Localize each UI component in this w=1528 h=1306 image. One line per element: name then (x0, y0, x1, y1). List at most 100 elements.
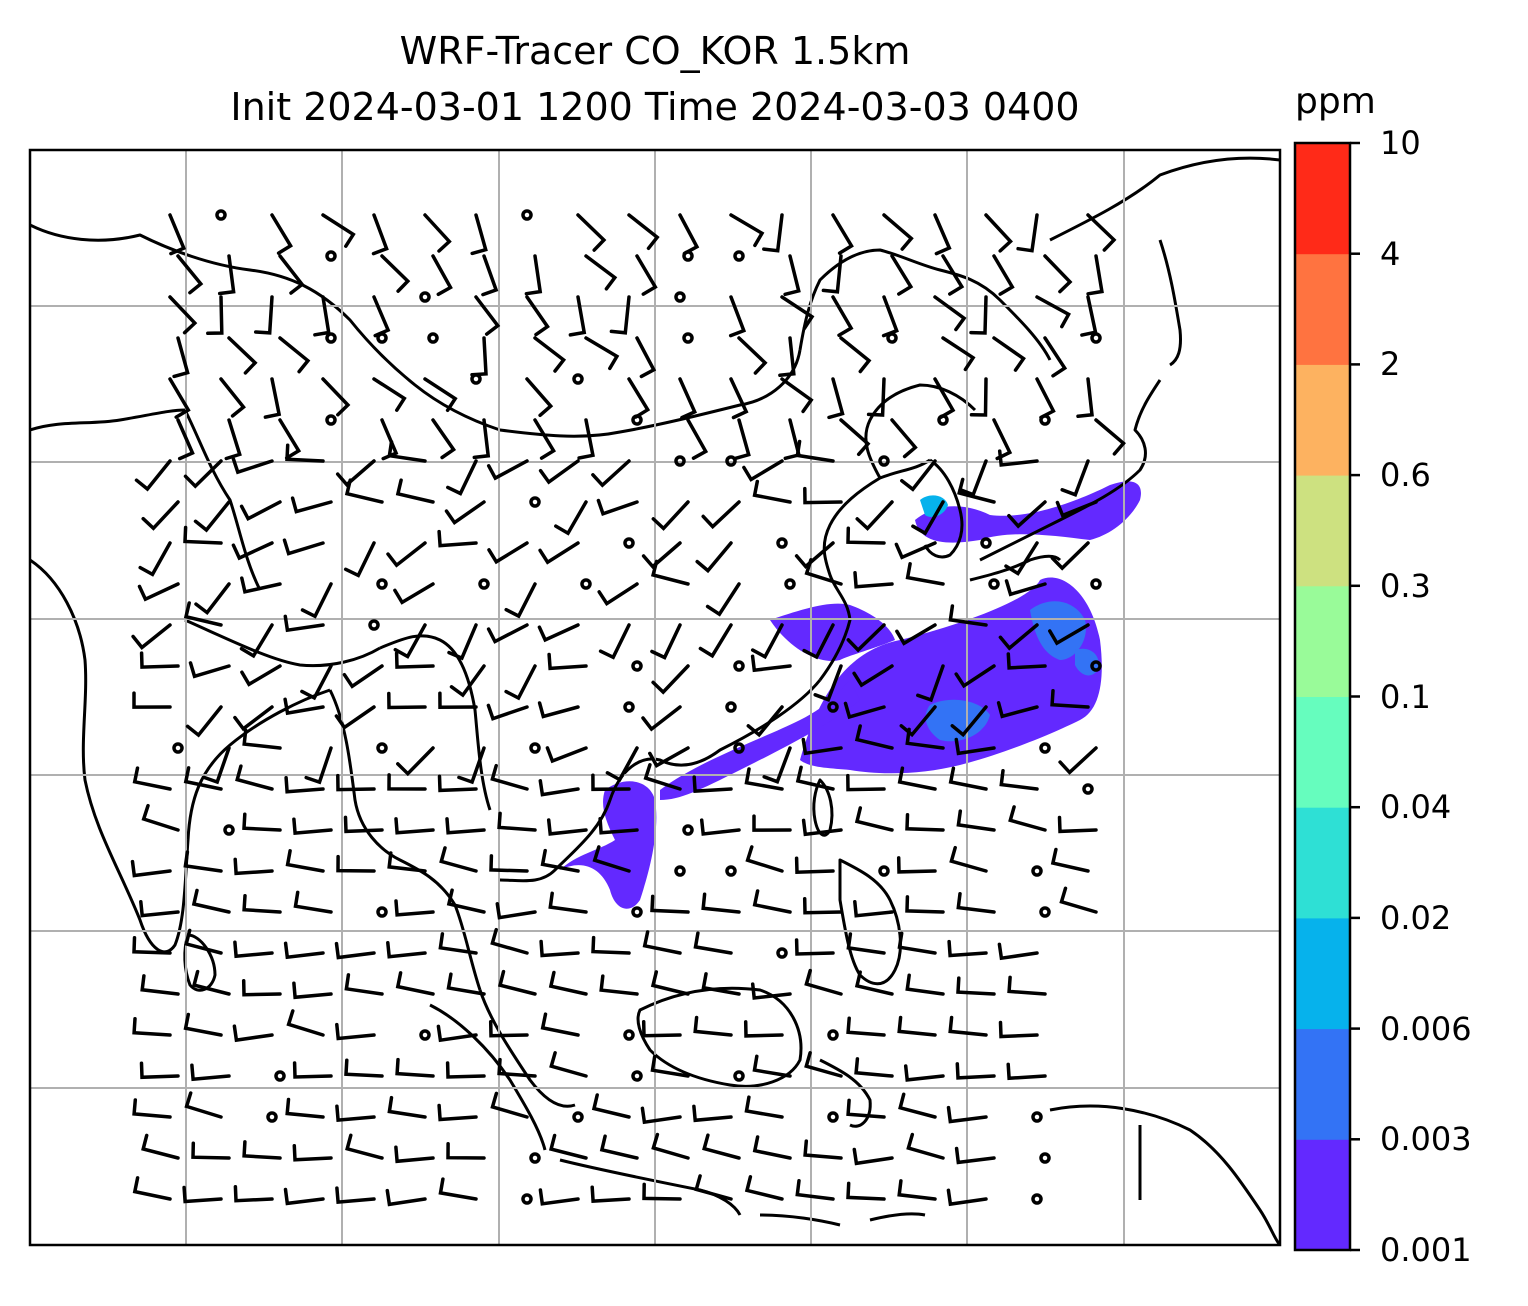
wind-barb (941, 336, 976, 372)
wind-barb (804, 558, 843, 586)
wind-barb (568, 295, 587, 337)
wind-barb (1008, 805, 1047, 832)
wind-barb (954, 664, 996, 689)
wind-barb (285, 1097, 325, 1119)
wind-barb (729, 213, 765, 248)
colorbar-segment (1295, 253, 1350, 365)
coast-sumatra (429, 1003, 547, 1151)
wind-barb (686, 418, 709, 460)
wind-barb (956, 976, 996, 996)
colorbar-tick-label: 10 (1380, 124, 1421, 162)
wind-barb (283, 941, 325, 960)
wind-barb (470, 336, 488, 377)
wind-barb (650, 623, 682, 660)
wind-barb (394, 899, 435, 917)
calm-wind-marker (776, 947, 788, 959)
wind-barb (538, 541, 580, 565)
wind-barb (905, 813, 945, 832)
wind-barb (954, 1146, 996, 1165)
coast-himalaya-border (184, 618, 381, 668)
wind-barb (1086, 213, 1117, 252)
wind-barb (1076, 377, 1094, 419)
wind-barb (488, 1019, 529, 1038)
wind-barb (486, 703, 529, 721)
wind-barb (650, 1054, 690, 1078)
wind-barb (846, 1098, 886, 1119)
colorbar-tick-label: 0.6 (1380, 456, 1431, 495)
wind-barb (794, 856, 835, 875)
wind-barb (831, 213, 854, 255)
wind-barb (283, 614, 325, 633)
wind-barb (641, 541, 682, 570)
wind-barb (336, 854, 376, 873)
wind-barb (449, 664, 486, 698)
wind-barb (813, 664, 843, 702)
coast-indochina (499, 679, 822, 883)
coast-philippines (838, 858, 902, 986)
wind-barb (242, 893, 282, 914)
wind-barb (702, 1133, 741, 1160)
wind-barb (903, 1064, 945, 1082)
wind-barb (692, 1104, 733, 1123)
wind-barb (701, 500, 741, 530)
wind-barb (385, 1188, 427, 1207)
calm-wind-marker (1090, 660, 1102, 672)
wind-barb (335, 1186, 376, 1204)
wind-barb (548, 970, 588, 996)
wind-barb (537, 701, 580, 719)
calm-wind-marker (878, 455, 890, 467)
wind-barb (183, 525, 223, 545)
wind-barb (285, 849, 325, 873)
calm-wind-marker (623, 537, 635, 549)
coast-new-guinea (1049, 1104, 1280, 1245)
wind-barb (439, 846, 478, 873)
wind-barb (387, 691, 427, 710)
wind-barb (881, 295, 899, 338)
wind-barb (853, 571, 894, 589)
wind-barb (742, 459, 784, 482)
wind-barb (394, 817, 435, 835)
wind-barb (1004, 541, 1039, 576)
coast-sakhalin (1158, 239, 1182, 367)
wind-barb (344, 1058, 384, 1078)
wind-barb (335, 1022, 376, 1041)
map-frame (28, 148, 1282, 1247)
colorbar-segment (1295, 364, 1350, 476)
calm-wind-marker (827, 701, 839, 713)
calm-wind-marker (623, 1029, 635, 1041)
coast-japan-south (969, 554, 1062, 582)
wind-barb (132, 691, 172, 709)
colorbar (1293, 141, 1360, 1252)
wind-barb (445, 1061, 486, 1079)
wind-barb (132, 1016, 172, 1037)
wind-barb (372, 377, 407, 412)
coast-russia-east (1049, 156, 1280, 242)
wind-barb (300, 664, 333, 701)
wind-barb (705, 582, 741, 617)
wind-barb (956, 809, 996, 832)
wind-barb (897, 931, 937, 955)
colorbar-segment (1295, 585, 1350, 697)
wind-barb (438, 932, 478, 955)
colorbar-tick-label: 0.3 (1380, 566, 1431, 605)
wind-barb (597, 582, 639, 607)
wind-barb (678, 213, 700, 256)
wind-barb (176, 418, 195, 461)
wind-barb (343, 541, 376, 578)
wind-barb (278, 254, 305, 295)
wind-barb (240, 576, 282, 594)
wind-barb (1050, 541, 1090, 571)
wind-barb (992, 336, 1026, 372)
calm-wind-marker (266, 1111, 278, 1123)
wind-barb (537, 623, 580, 643)
calm-wind-marker (878, 865, 890, 877)
wind-barb (596, 498, 639, 517)
wind-barb (344, 973, 384, 996)
wind-barb (794, 938, 835, 956)
wind-barb (395, 1057, 435, 1078)
wind-barb (335, 459, 376, 488)
wind-barb (284, 775, 325, 794)
wind-barb (387, 440, 427, 463)
wind-barb (286, 1009, 325, 1037)
calm-wind-marker (419, 291, 431, 303)
